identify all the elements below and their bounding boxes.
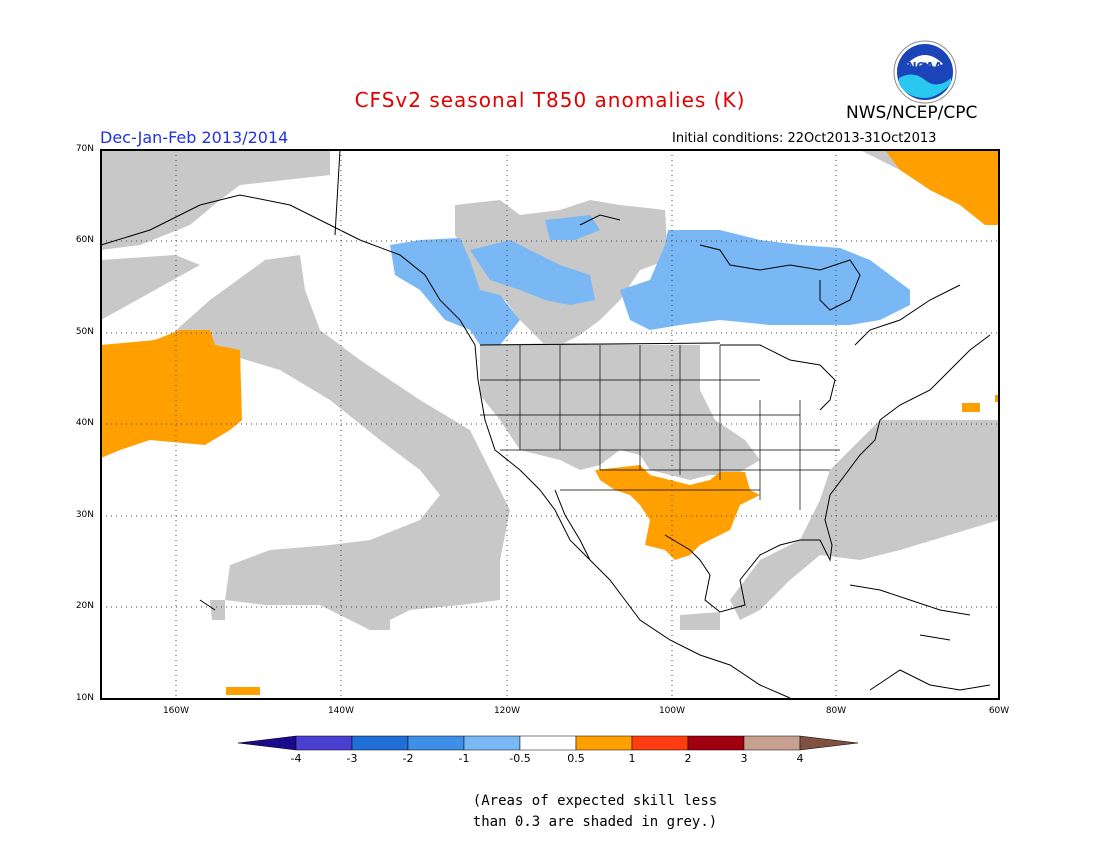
low-skill-grey-regions	[101, 150, 999, 630]
lat-label-60n: 60N	[75, 235, 94, 245]
colorbar-swatch-minus4-minus3	[295, 735, 353, 751]
agency-label: NWS/NCEP/CPC	[846, 103, 978, 123]
colorbar-label-05: 0.5	[567, 752, 585, 765]
warm-anomaly-regions	[101, 150, 999, 695]
lon-label-120w: 120W	[493, 706, 521, 716]
season-label: Dec-Jan-Feb 2013/2014	[100, 128, 289, 147]
logo-text: NOAA	[907, 60, 943, 73]
skill-note-line-2: than 0.3 are shaded in grey.)	[472, 814, 718, 830]
lon-label-100w: 100W	[658, 706, 686, 716]
lon-label-60w: 60W	[988, 706, 1010, 716]
colorbar-label-minus2: -2	[402, 752, 414, 765]
colorbar-swatch-1-2	[631, 735, 689, 751]
lat-label-50n: 50N	[75, 327, 94, 337]
colorbar-label-minus3: -3	[346, 752, 358, 765]
colorbar-swatch-05-1	[575, 735, 633, 751]
colorbar-label-4: 4	[796, 752, 804, 765]
lat-label-10n: 10N	[75, 693, 94, 703]
colorbar-swatch-minus2-minus1	[407, 735, 465, 751]
colorbar-swatch-2-3	[687, 735, 745, 751]
colorbar-label-1: 1	[628, 752, 636, 765]
skill-note-line-1: (Areas of expected skill less	[472, 793, 718, 809]
colorbar-label-minus05: -0.5	[509, 752, 531, 765]
lon-label-80w: 80W	[825, 706, 847, 716]
colorbar-swatch-above-4	[799, 735, 859, 751]
colorbar	[238, 735, 859, 751]
lat-label-20n: 20N	[75, 601, 94, 611]
colorbar-swatch-below-minus4	[238, 735, 297, 751]
skill-note: (Areas of expected skill less than 0.3 a…	[0, 791, 1100, 833]
map-title: CFSv2 seasonal T850 anomalies (K)	[354, 88, 746, 112]
colorbar-label-minus1: -1	[458, 752, 470, 765]
lat-label-70n: 70N	[75, 144, 94, 154]
colorbar-swatch-minus1-minus05	[463, 735, 521, 751]
colorbar-swatch-3-4	[743, 735, 801, 751]
lat-label-30n: 30N	[75, 510, 94, 520]
coastlines	[100, 149, 991, 699]
lat-label-40n: 40N	[75, 418, 94, 428]
colorbar-label-3: 3	[740, 752, 748, 765]
colorbar-label-2: 2	[684, 752, 692, 765]
initial-conditions-label: Initial conditions: 22Oct2013-31Oct2013	[672, 131, 937, 146]
political-borders	[480, 345, 840, 510]
colorbar-swatch-neutral	[519, 735, 577, 751]
colorbar-label-minus4: -4	[290, 752, 302, 765]
cool-anomaly-regions	[390, 215, 910, 345]
noaa-logo-icon: NOAA	[893, 40, 957, 104]
lon-label-160w: 160W	[162, 706, 190, 716]
map-frame	[100, 149, 1000, 700]
lon-label-140w: 140W	[327, 706, 355, 716]
colorbar-swatch-minus3-minus2	[351, 735, 409, 751]
